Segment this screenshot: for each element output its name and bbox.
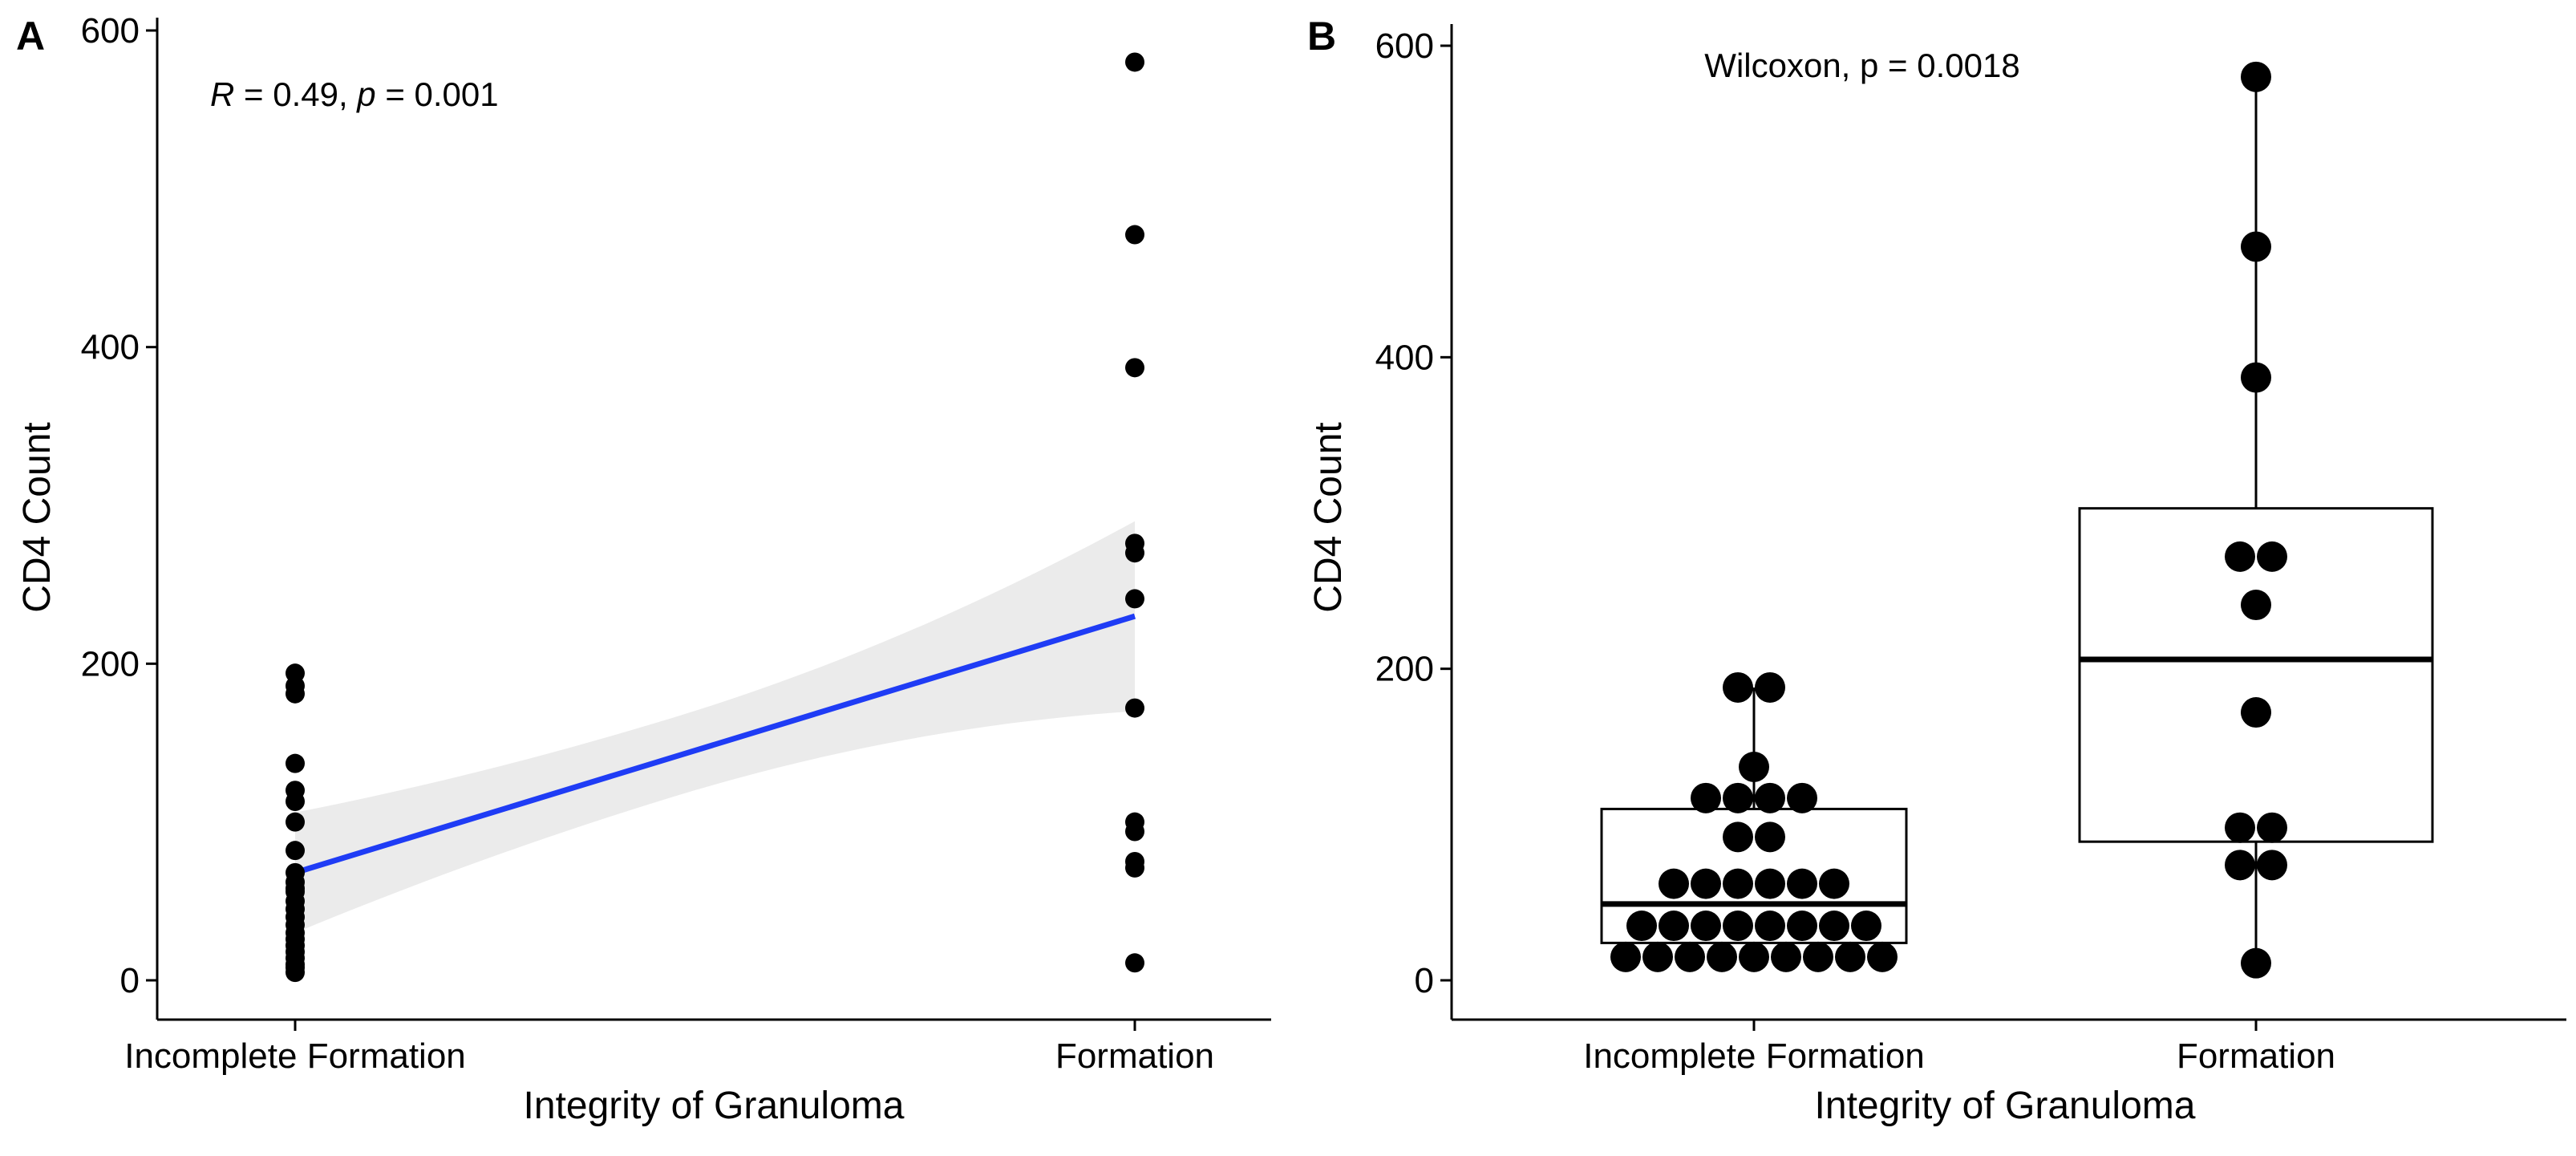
panel-b-dot-0-6-2 [1675, 941, 1705, 972]
panel-b-dot-1-0-0 [2241, 61, 2271, 92]
panel-b-x-axis-title: Integrity of Granuloma [1815, 1085, 2196, 1127]
panel-a-y-tick-label-1: 200 [81, 644, 140, 683]
panel-b-y-tick-label-3: 600 [1375, 26, 1434, 66]
panel-a-point-0-6 [286, 812, 305, 832]
panel-b-dot-0-6-1 [1642, 941, 1673, 972]
panel-a-x-axis-title: Integrity of Granuloma [524, 1085, 905, 1127]
panel-b-dot-0-6-4 [1739, 941, 1769, 972]
panel-b-dot-0-5-0 [1626, 911, 1657, 942]
panel-a-letter: A [16, 14, 45, 59]
panel-b-dot-0-4-1 [1691, 868, 1721, 899]
panel-b-boxplot: B 0 200 400 600 Incomplete Formation Format… [1307, 14, 2566, 1127]
panel-b-y-tick-label-2: 400 [1375, 338, 1434, 377]
panel-b-dot-0-5-6 [1819, 911, 1849, 942]
panel-b-dot-0-2-3 [1787, 782, 1817, 813]
panel-b-letter: B [1307, 14, 1336, 59]
panel-b-dot-0-0-0 [1723, 671, 1753, 703]
panel-a-correlation-annotation: R = 0.49, p = 0.001 [210, 75, 499, 113]
panel-b-dot-0-5-3 [1723, 911, 1753, 942]
panel-b-dot-1-3-0 [2225, 541, 2255, 572]
panel-b-boxes [1600, 76, 2434, 963]
panel-b-dot-0-5-2 [1691, 911, 1721, 942]
panel-b-dot-0-2-0 [1691, 782, 1721, 813]
panel-a-point-1-8 [1125, 821, 1144, 842]
panel-b-dot-0-0-1 [1755, 671, 1785, 703]
panel-b-dot-1-3-1 [2257, 541, 2287, 572]
panel-b-y-axis-title: CD4 Count [1307, 422, 1350, 612]
panel-b-dot-0-5-7 [1851, 911, 1881, 942]
panel-a-r-symbol: R [210, 75, 234, 113]
panel-a-scatter: A 0 200 400 600 Incomplete Formation Format… [16, 11, 1271, 1127]
panel-b-dot-1-1-0 [2241, 231, 2271, 262]
panel-b-dot-0-4-2 [1723, 868, 1753, 899]
panel-b-dot-0-6-6 [1803, 941, 1833, 972]
panel-a-x-tick-label-0: Incomplete Formation [124, 1036, 466, 1076]
panel-a-x-tick-label-1: Formation [1055, 1036, 1214, 1076]
panel-a-point-1-1 [1125, 225, 1144, 245]
panel-a-point-0-7 [286, 841, 305, 861]
panel-a-y-tick-label-2: 400 [81, 328, 140, 367]
panel-a-point-1-0 [1125, 52, 1144, 72]
panel-b-dot-0-1-0 [1739, 751, 1769, 782]
panel-b-wilcoxon-annotation: Wilcoxon, p = 0.0018 [1704, 47, 2019, 84]
panel-b-dot-1-4-0 [2241, 590, 2271, 621]
panel-a-r-value: = 0.49, [234, 75, 357, 113]
panel-b-y-ticks: 0 200 400 600 [1375, 26, 1452, 1000]
panel-b-dots [1610, 61, 2287, 979]
panel-a-points [286, 52, 1144, 983]
panel-b-dot-0-5-1 [1659, 911, 1689, 942]
panel-a-y-tick-label-0: 0 [120, 961, 140, 1000]
panel-b-dot-0-3-1 [1755, 821, 1785, 853]
panel-a-point-1-4 [1125, 543, 1144, 563]
panel-b-y-tick-label-1: 200 [1375, 650, 1434, 689]
panel-b-y-tick-label-0: 0 [1415, 961, 1434, 1000]
panel-b-dot-0-6-8 [1867, 941, 1898, 972]
panel-b-dot-1-6-0 [2225, 812, 2255, 843]
panel-a-point-1-6 [1125, 698, 1144, 718]
panel-a-confidence-band [295, 521, 1135, 933]
panel-b-dot-1-7-0 [2225, 850, 2255, 881]
panel-a-y-axis-title: CD4 Count [16, 422, 59, 612]
panel-b-dot-0-2-2 [1755, 782, 1785, 813]
panel-a-y-ticks: 0 200 400 600 [81, 11, 157, 1000]
panel-a-point-1-10 [1125, 858, 1144, 878]
panel-a-point-1-2 [1125, 358, 1144, 378]
panel-a-p-value: = 0.001 [376, 75, 499, 113]
panel-b-dot-0-6-5 [1771, 941, 1801, 972]
panel-b-dot-0-4-5 [1819, 868, 1849, 899]
panel-b-dot-1-6-1 [2257, 812, 2287, 843]
panel-a-fit-line-layer [294, 613, 1136, 876]
panel-b-dot-0-2-1 [1723, 782, 1753, 813]
panel-b-dot-0-3-0 [1723, 821, 1753, 853]
panel-a-point-0-23 [286, 963, 305, 983]
panel-a-point-0-3 [286, 753, 305, 773]
panel-b-dot-0-4-3 [1755, 868, 1785, 899]
panel-b-dot-1-5-0 [2241, 697, 2271, 728]
panel-a-point-1-11 [1125, 953, 1144, 973]
panel-b-dot-0-6-0 [1610, 941, 1641, 972]
panel-a-point-1-5 [1125, 589, 1144, 609]
panel-a-point-0-2 [286, 683, 305, 704]
panel-b-dot-0-6-3 [1707, 941, 1737, 972]
panel-b-x-tick-label-1: Formation [2177, 1036, 2335, 1076]
panel-b-dot-0-4-0 [1659, 868, 1689, 899]
panel-a-p-symbol: p [355, 75, 375, 113]
panel-b-box-1-iqr [2078, 507, 2434, 843]
panel-b-dot-1-8-0 [2241, 947, 2271, 979]
panel-a-point-0-5 [286, 792, 305, 812]
panel-b-dot-1-2-0 [2241, 362, 2271, 393]
panel-b-dot-0-6-7 [1835, 941, 1865, 972]
panel-a-y-tick-label-3: 600 [81, 11, 140, 51]
panel-a-confidence-band-layer [295, 521, 1135, 933]
panel-b-dot-0-4-4 [1787, 868, 1817, 899]
panel-b-dot-0-5-5 [1787, 911, 1817, 942]
panel-b-dot-1-7-1 [2257, 850, 2287, 881]
panel-b-dot-0-5-4 [1755, 911, 1785, 942]
panel-b-x-tick-label-0: Incomplete Formation [1583, 1036, 1925, 1076]
panel-a-fit-line [294, 613, 1136, 876]
